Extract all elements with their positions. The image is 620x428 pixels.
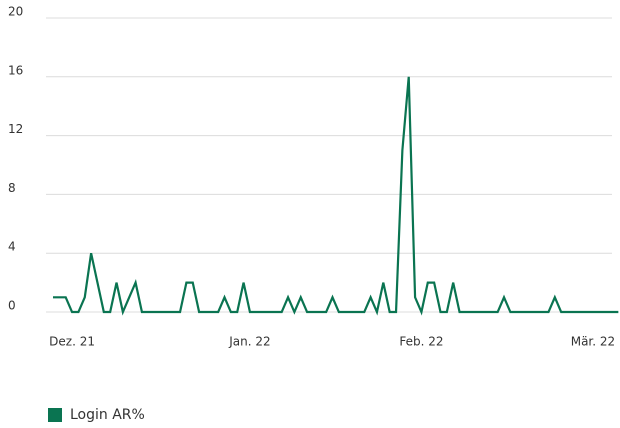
x-tick-label: Feb. 22 (399, 335, 443, 349)
y-tick-label: 8 (8, 181, 16, 195)
legend-text: Login AR% (70, 407, 145, 423)
y-tick-label: 20 (8, 5, 23, 19)
y-tick-label: 12 (8, 122, 23, 136)
y-tick-label: 0 (8, 299, 16, 313)
y-tick-label: 4 (8, 240, 16, 254)
x-tick-label: Jan. 22 (228, 335, 270, 349)
legend-swatch (48, 408, 62, 422)
x-tick-label: Mär. 22 (571, 335, 615, 349)
x-tick-label: Dez. 21 (49, 335, 95, 349)
line (53, 76, 619, 316)
y-tick-label: 16 (8, 63, 23, 77)
